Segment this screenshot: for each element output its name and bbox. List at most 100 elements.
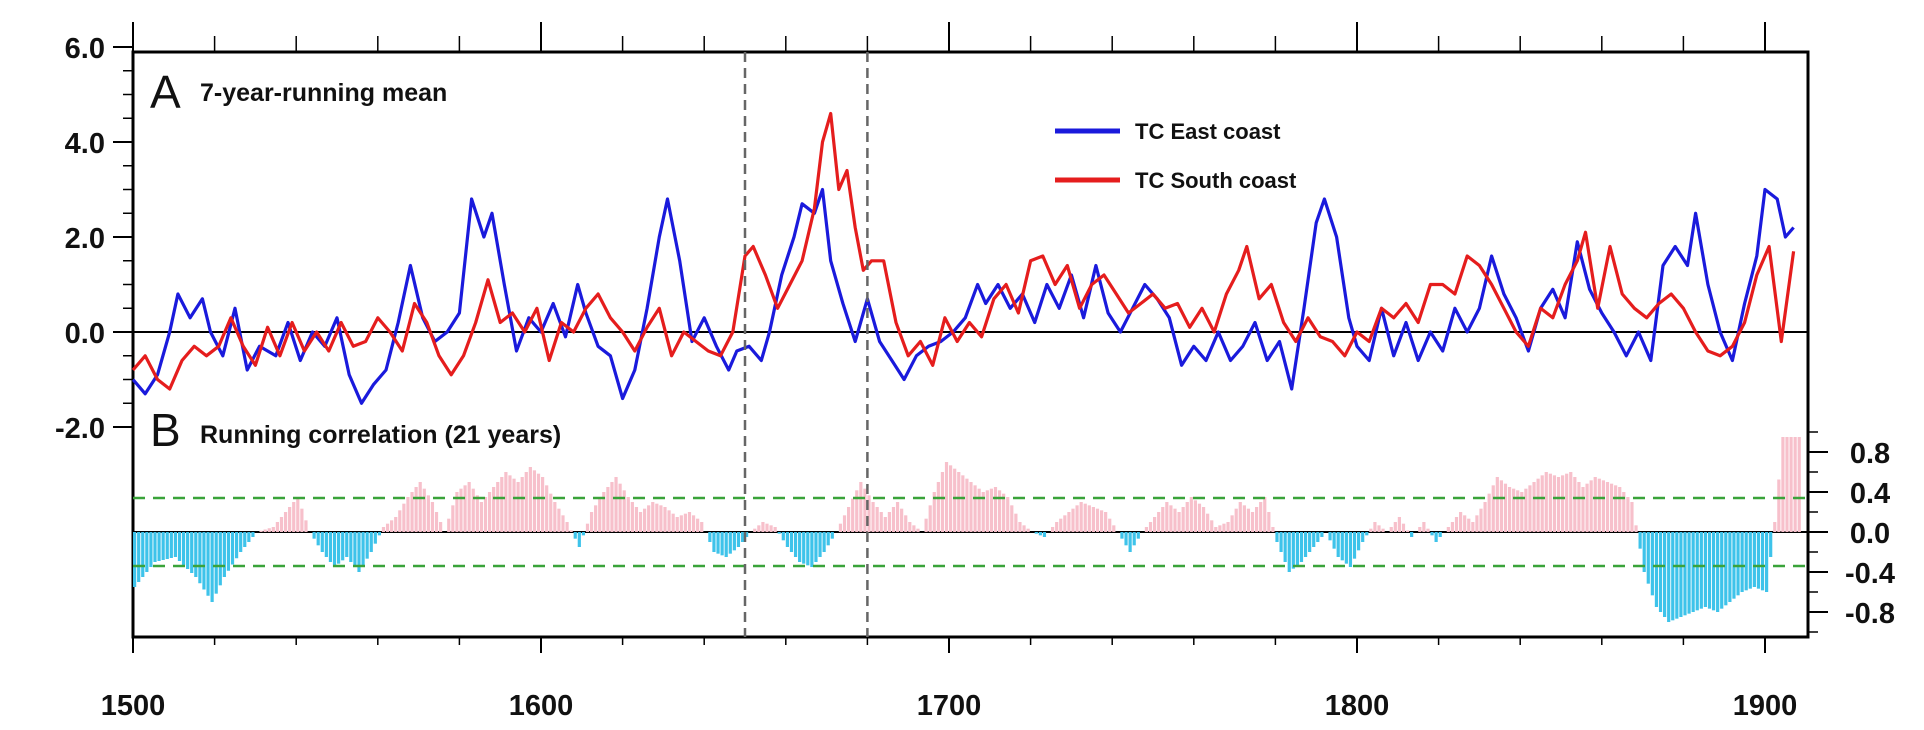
- correlation-bar: [292, 502, 296, 532]
- correlation-bar: [1675, 532, 1679, 619]
- correlation-bar: [655, 503, 659, 532]
- correlation-bar: [1279, 532, 1283, 552]
- correlation-bar: [202, 532, 206, 590]
- correlation-bar: [508, 475, 512, 532]
- correlation-bar: [181, 532, 186, 565]
- correlation-bar: [1283, 532, 1287, 562]
- correlation-bar: [875, 507, 879, 532]
- correlation-bar: [337, 532, 341, 564]
- correlation-bar: [247, 532, 251, 542]
- correlation-bar: [769, 525, 773, 532]
- correlation-bar: [810, 532, 814, 567]
- correlation-bar: [659, 505, 663, 532]
- correlation-bar: [1357, 532, 1361, 551]
- correlation-bar: [398, 510, 402, 532]
- correlation-bar: [777, 532, 781, 534]
- correlation-bar: [708, 532, 712, 542]
- correlation-bar: [1756, 532, 1761, 589]
- correlation-bar: [194, 532, 198, 577]
- correlation-bar: [1487, 493, 1491, 532]
- correlation-bar: [1153, 517, 1157, 532]
- correlation-bar: [365, 532, 369, 559]
- correlation-bar: [1793, 437, 1797, 532]
- correlation-bar: [1671, 532, 1675, 621]
- correlation-bar: [565, 522, 569, 532]
- correlation-bar: [157, 532, 161, 561]
- correlation-bar: [471, 488, 475, 532]
- correlation-bar: [357, 532, 361, 572]
- correlation-bar: [1091, 507, 1095, 532]
- correlation-bar: [1707, 532, 1712, 609]
- correlation-bar: [863, 488, 867, 532]
- correlation-bar: [271, 527, 275, 532]
- correlation-bar: [1581, 487, 1585, 532]
- correlation-bar: [545, 485, 549, 532]
- correlation-bar: [1544, 472, 1548, 532]
- correlation-bar: [736, 532, 741, 547]
- y-tick-label-left: 2.0: [65, 223, 105, 255]
- correlation-bar: [904, 515, 908, 532]
- correlation-bar: [1255, 507, 1259, 532]
- correlation-bar: [622, 490, 626, 532]
- correlation-bar: [1777, 479, 1781, 532]
- correlation-bar: [1548, 473, 1552, 532]
- correlation-bar: [504, 472, 508, 532]
- correlation-bar: [798, 532, 802, 562]
- correlation-bar: [977, 488, 981, 532]
- correlation-bar: [206, 532, 210, 596]
- correlation-bar: [1230, 515, 1234, 532]
- correlation-bar: [1605, 482, 1610, 532]
- correlation-bar: [1095, 508, 1100, 532]
- correlation-bar: [1654, 532, 1659, 607]
- correlation-bar: [1622, 492, 1626, 532]
- y-tick-label-right: 0.8: [1850, 438, 1890, 470]
- correlation-bar: [496, 482, 500, 532]
- correlation-bar: [541, 477, 545, 532]
- correlation-bar: [418, 482, 422, 532]
- correlation-bar: [1271, 527, 1275, 532]
- correlation-bar: [226, 532, 231, 571]
- correlation-bar: [1071, 508, 1075, 532]
- correlation-bar: [1201, 507, 1206, 532]
- correlation-bar: [161, 532, 165, 560]
- correlation-bar: [1789, 437, 1793, 532]
- correlation-bar: [487, 492, 492, 532]
- correlation-bar: [671, 513, 675, 532]
- correlation-bar: [1246, 508, 1251, 532]
- correlation-bar: [1393, 522, 1397, 532]
- correlation-bar: [1189, 497, 1193, 532]
- correlation-bar: [1055, 522, 1059, 532]
- correlation-bar: [842, 515, 847, 532]
- correlation-bar: [614, 477, 618, 532]
- correlation-bar: [320, 532, 324, 552]
- correlation-bar: [1051, 527, 1055, 532]
- correlation-bar: [1401, 523, 1406, 532]
- correlation-bar: [1691, 532, 1695, 612]
- correlation-bar: [1646, 532, 1650, 584]
- correlation-bar: [573, 532, 577, 539]
- correlation-bar: [1410, 532, 1414, 537]
- correlation-bar: [553, 502, 557, 532]
- correlation-bar: [1108, 518, 1112, 532]
- correlation-bar: [679, 515, 683, 532]
- correlation-bar: [328, 532, 333, 562]
- correlation-bar: [1438, 532, 1442, 537]
- correlation-bar: [867, 495, 871, 532]
- correlation-bar: [1295, 532, 1299, 566]
- correlation-bar: [720, 532, 724, 556]
- correlation-bar: [1328, 532, 1332, 541]
- correlation-bar: [859, 482, 863, 532]
- correlation-bar: [1516, 490, 1520, 532]
- correlation-bar: [1120, 532, 1124, 539]
- correlation-bar: [1736, 532, 1740, 596]
- correlation-bar: [1365, 532, 1369, 536]
- correlation-bar: [1512, 488, 1516, 532]
- correlation-bar: [1724, 532, 1728, 606]
- correlation-bar: [1683, 532, 1687, 616]
- correlation-bar: [683, 513, 687, 532]
- correlation-bar: [165, 532, 169, 559]
- correlation-bar: [1104, 512, 1108, 532]
- correlation-bar: [1042, 532, 1047, 537]
- correlation-bar: [1467, 518, 1471, 532]
- correlation-bar: [1128, 532, 1132, 552]
